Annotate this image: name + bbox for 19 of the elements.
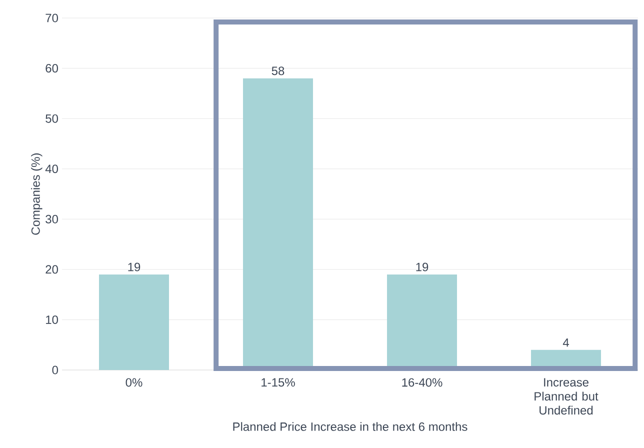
y-tick-label: 0: [52, 366, 58, 374]
data-label: 58: [272, 66, 284, 76]
bar: [99, 274, 170, 370]
data-label: 19: [128, 262, 140, 272]
y-tick-label: 30: [46, 214, 58, 224]
x-axis-title: Planned Price Increase in the next 6 months: [233, 422, 468, 431]
y-axis-title: Companies (%): [31, 153, 42, 235]
y-tick-label: 10: [46, 315, 58, 324]
y-tick-label: 40: [45, 164, 58, 174]
y-tick-label: 60: [46, 64, 58, 73]
y-tick-label: 20: [46, 265, 58, 274]
data-label: 19: [416, 262, 428, 272]
data-label: 4: [562, 338, 569, 347]
y-tick-label: 70: [46, 14, 58, 22]
x-tick-label: Increase Planned but Undefined: [534, 378, 598, 415]
x-tick-label: 16-40%: [402, 378, 442, 387]
y-tick-label: 50: [46, 114, 58, 123]
x-tick-label: 1-15%: [262, 378, 295, 387]
x-tick-label: 0%: [126, 378, 142, 387]
